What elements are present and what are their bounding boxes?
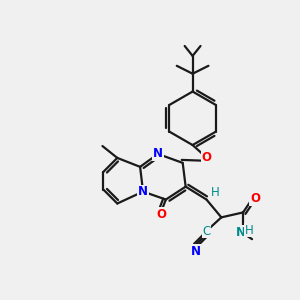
Text: N: N xyxy=(190,244,201,258)
Text: N: N xyxy=(138,185,148,198)
Text: O: O xyxy=(156,208,166,221)
Text: H: H xyxy=(211,186,220,199)
Text: N: N xyxy=(153,148,163,160)
Text: O: O xyxy=(250,192,260,205)
Text: O: O xyxy=(202,152,212,164)
Text: C: C xyxy=(202,225,211,238)
Text: H: H xyxy=(245,224,254,237)
Text: N: N xyxy=(236,226,246,239)
